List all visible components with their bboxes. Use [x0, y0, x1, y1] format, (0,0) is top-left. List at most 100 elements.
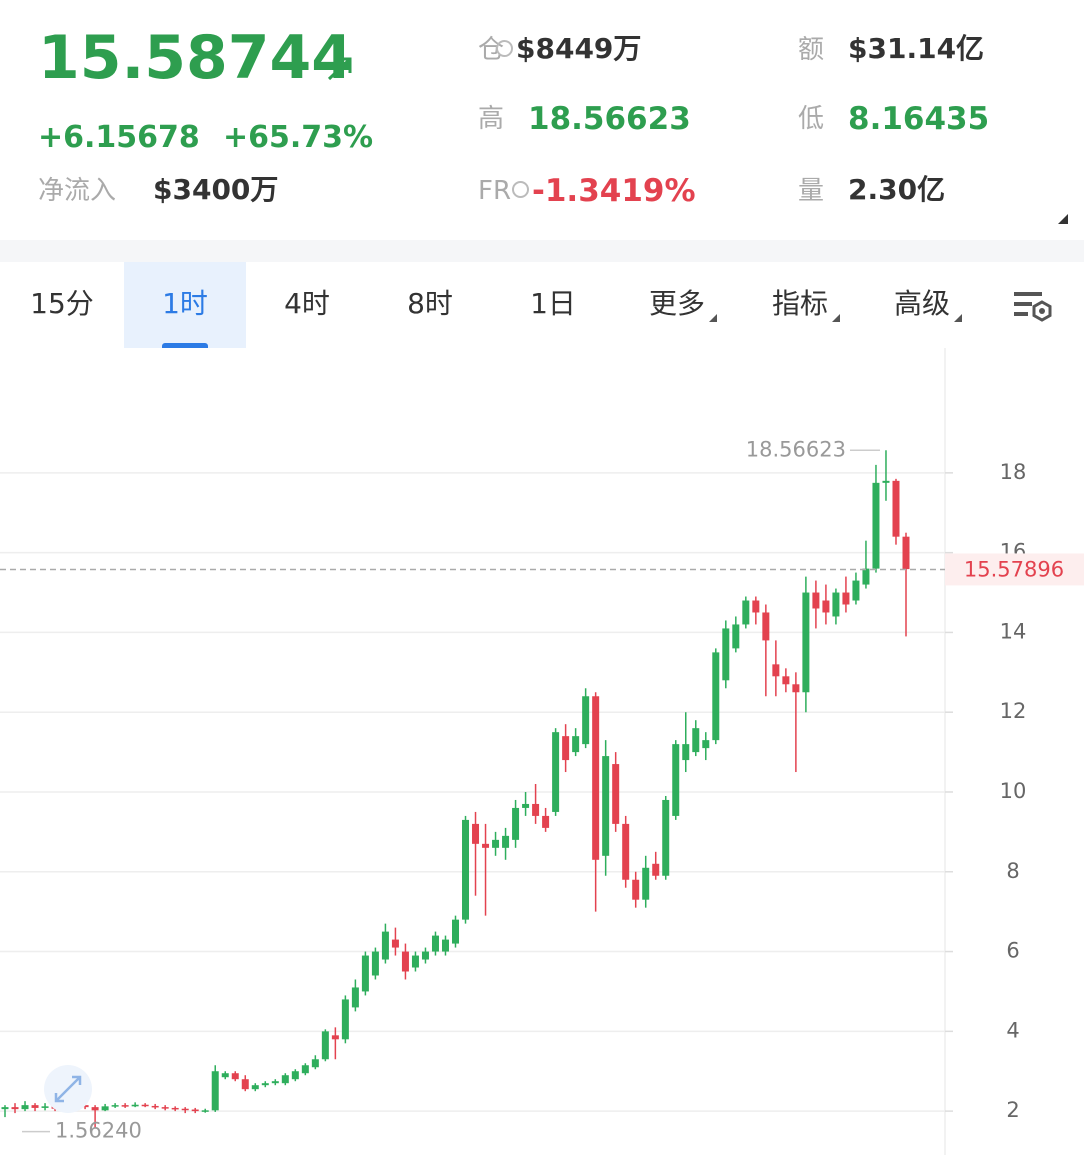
candle-body [191, 1109, 199, 1112]
candle-body [532, 803, 540, 816]
candle-body [141, 1104, 149, 1107]
candle-body [902, 536, 910, 570]
candle-body [441, 939, 449, 952]
candle-body [201, 1110, 209, 1112]
candle-body [792, 684, 800, 693]
candle-body [642, 867, 650, 900]
expand-icon [54, 1075, 82, 1103]
candle-body [371, 951, 379, 976]
candle-body [612, 764, 620, 824]
candle-body [301, 1065, 309, 1074]
y-tick-label: 6 [1006, 939, 1019, 963]
candle-body [732, 624, 740, 649]
stat-value: $3400万 [153, 173, 279, 206]
candle-body [21, 1105, 29, 1110]
stat-label: 量 [798, 176, 825, 206]
stat-value: 2.30亿 [848, 173, 946, 206]
candle-body [712, 652, 720, 741]
change-pct: +65.73% [223, 120, 374, 155]
dropdown-triangle [709, 314, 717, 322]
candle-body [11, 1107, 19, 1110]
candle-body [452, 919, 459, 944]
candle-body [261, 1083, 269, 1086]
expand-triangle [1058, 214, 1068, 224]
candle-body [121, 1105, 129, 1107]
candle-body [572, 736, 580, 753]
candle-body [692, 728, 700, 753]
candle-body [772, 664, 780, 677]
candle-body [1, 1107, 9, 1110]
candle-body [291, 1071, 299, 1080]
candle-body [852, 580, 860, 601]
header: 15.58744 +6.15678 +65.73% 净流入 $3400万 仓 $8… [0, 0, 1084, 240]
candle-body [321, 1031, 329, 1060]
candle-body [652, 863, 660, 876]
candle-body [862, 568, 870, 585]
candle-body [702, 740, 710, 749]
info-icon[interactable] [496, 40, 513, 57]
stat-label: 净流入 [38, 176, 117, 206]
tab[interactable]: 4时 [284, 287, 330, 320]
candle-body [381, 931, 389, 960]
candle-body [822, 600, 830, 613]
stat-value: $31.14亿 [848, 32, 985, 65]
candle-body [622, 823, 630, 880]
stat-label: 额 [798, 35, 825, 65]
info-icon[interactable] [512, 181, 529, 198]
tab[interactable]: 8时 [407, 287, 453, 320]
candle-body [341, 999, 349, 1040]
candle-body [231, 1073, 239, 1080]
candle-body [802, 592, 810, 693]
candle-body [672, 744, 680, 816]
candle-body [131, 1104, 139, 1107]
high-annotation: 18.56623 [746, 437, 846, 461]
candle-body [482, 843, 490, 848]
dropdown-triangle [832, 314, 840, 322]
candle-body [492, 839, 500, 848]
candle-body [401, 951, 409, 972]
candle-body [472, 823, 480, 844]
candle-body [562, 736, 570, 761]
tab[interactable]: 指标 [771, 287, 829, 320]
price-label: 15.57896 [964, 557, 1064, 581]
candle-body [271, 1081, 279, 1084]
candle-body [111, 1105, 119, 1107]
candle-body [421, 951, 429, 960]
tab-selected-bg [124, 262, 246, 348]
stat-value: $8449万 [516, 32, 642, 65]
candle-body [462, 819, 470, 920]
candle-body [91, 1107, 99, 1111]
candle-body [632, 879, 640, 900]
y-tick-label: 10 [1000, 779, 1027, 803]
tab[interactable]: 1时 [162, 287, 208, 320]
tab[interactable]: 1日 [530, 287, 576, 320]
candle-body [552, 732, 560, 812]
candle-body [832, 592, 840, 617]
candle-body [151, 1105, 159, 1108]
candle-body [41, 1106, 49, 1108]
candle-body [512, 807, 520, 840]
candle-body [391, 939, 399, 948]
candle-body [241, 1079, 249, 1090]
tab[interactable]: 高级 [893, 287, 951, 320]
candle-body [752, 600, 760, 613]
candle-body [431, 935, 439, 952]
candle-body [872, 482, 880, 569]
candle-body [522, 803, 530, 808]
candle-body [351, 987, 359, 1008]
stat-label: 高 [478, 104, 505, 134]
tab[interactable]: 15分 [30, 287, 94, 320]
candle-body [31, 1105, 39, 1108]
low-annotation: 1.56240 [55, 1119, 142, 1143]
settings-icon[interactable] [1012, 288, 1054, 324]
candle-body [181, 1108, 189, 1111]
stat-label: 低 [798, 104, 825, 134]
candle-body [171, 1107, 179, 1110]
stat-value: 8.16435 [848, 101, 990, 137]
tab[interactable]: 更多 [648, 287, 706, 320]
candle-body [101, 1106, 109, 1111]
y-tick-label: 12 [1000, 699, 1027, 723]
y-tick-label: 8 [1006, 859, 1019, 883]
candle-body [502, 835, 510, 848]
